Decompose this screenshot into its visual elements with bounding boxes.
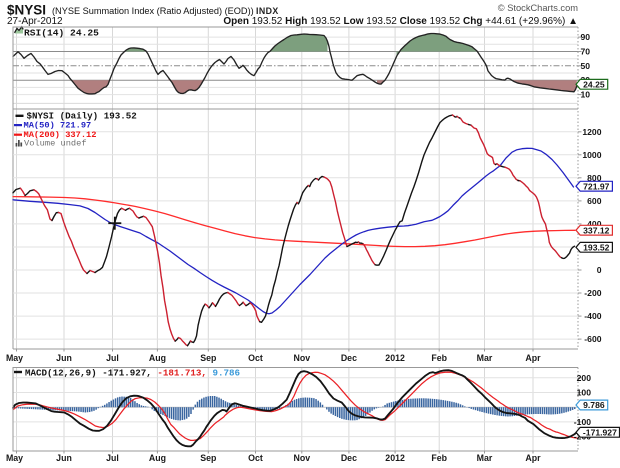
svg-text:MACD(12,26,9) -171.927, -181.7: MACD(12,26,9) -171.927, -181.713, 9.786 <box>25 367 240 378</box>
svg-text:Dec: Dec <box>341 353 357 363</box>
svg-text:Feb: Feb <box>431 453 447 463</box>
svg-text:Nov: Nov <box>293 453 310 463</box>
svg-text:24.25: 24.25 <box>583 79 605 89</box>
svg-text:193.52: 193.52 <box>583 242 610 252</box>
svg-text:Sep: Sep <box>200 353 217 363</box>
svg-text:Dec: Dec <box>341 453 357 463</box>
svg-text:May: May <box>6 453 23 463</box>
svg-text:-600: -600 <box>584 334 601 344</box>
svg-text:Aug: Aug <box>149 453 166 463</box>
svg-text:Jul: Jul <box>106 453 119 463</box>
svg-text:Sep: Sep <box>200 453 217 463</box>
svg-text:© StockCharts.com: © StockCharts.com <box>498 3 578 13</box>
svg-text:$NYSI (Daily) 193.52: $NYSI (Daily) 193.52 <box>27 111 137 122</box>
svg-text:-400: -400 <box>584 311 601 321</box>
svg-text:100: 100 <box>577 388 592 398</box>
svg-text:0: 0 <box>597 265 602 275</box>
svg-text:800: 800 <box>587 173 602 183</box>
svg-text:1200: 1200 <box>582 127 601 137</box>
svg-text:Oct: Oct <box>248 353 263 363</box>
svg-text:Open 193.52 High 193.52 Low 19: Open 193.52 High 193.52 Low 193.52 Close… <box>223 16 578 27</box>
svg-text:10: 10 <box>580 90 590 100</box>
svg-text:(NYSE Summation Index (Ratio A: (NYSE Summation Index (Ratio Adjusted) (… <box>52 6 254 16</box>
svg-text:Jul: Jul <box>106 353 119 363</box>
svg-text:2012: 2012 <box>385 353 405 363</box>
svg-text:50: 50 <box>580 61 590 71</box>
svg-text:Nov: Nov <box>293 353 310 363</box>
svg-text:90: 90 <box>580 32 590 42</box>
svg-text:337.12: 337.12 <box>583 225 610 235</box>
svg-text:721.97: 721.97 <box>583 181 610 191</box>
svg-text:Oct: Oct <box>248 453 263 463</box>
svg-text:400: 400 <box>587 219 602 229</box>
svg-text:70: 70 <box>580 47 590 57</box>
svg-text:Apr: Apr <box>525 353 541 363</box>
svg-text:May: May <box>6 353 23 363</box>
svg-text:-200: -200 <box>584 288 601 298</box>
svg-text:200: 200 <box>577 373 592 383</box>
svg-text:Mar: Mar <box>477 353 493 363</box>
svg-text:2012: 2012 <box>385 453 405 463</box>
svg-text:1000: 1000 <box>582 150 601 160</box>
svg-text:MA(50) 721.97: MA(50) 721.97 <box>24 121 92 131</box>
svg-text:Apr: Apr <box>525 453 541 463</box>
svg-text:Volume undef: Volume undef <box>24 139 87 149</box>
svg-text:600: 600 <box>587 196 602 206</box>
svg-text:-100: -100 <box>574 417 591 427</box>
svg-text:$NYSI: $NYSI <box>7 3 46 18</box>
svg-text:INDX: INDX <box>256 6 279 16</box>
svg-text:Feb: Feb <box>431 353 447 363</box>
svg-text:-171.927: -171.927 <box>583 427 617 437</box>
svg-text:MA(200) 337.12: MA(200) 337.12 <box>24 130 97 140</box>
svg-text:RSI(14) 24.25: RSI(14) 24.25 <box>24 28 99 39</box>
svg-text:9.786: 9.786 <box>583 400 605 410</box>
svg-text:Jun: Jun <box>56 453 72 463</box>
svg-text:Mar: Mar <box>477 453 493 463</box>
svg-text:27-Apr-2012: 27-Apr-2012 <box>7 16 63 27</box>
svg-text:Jun: Jun <box>56 353 72 363</box>
svg-text:Aug: Aug <box>149 353 166 363</box>
